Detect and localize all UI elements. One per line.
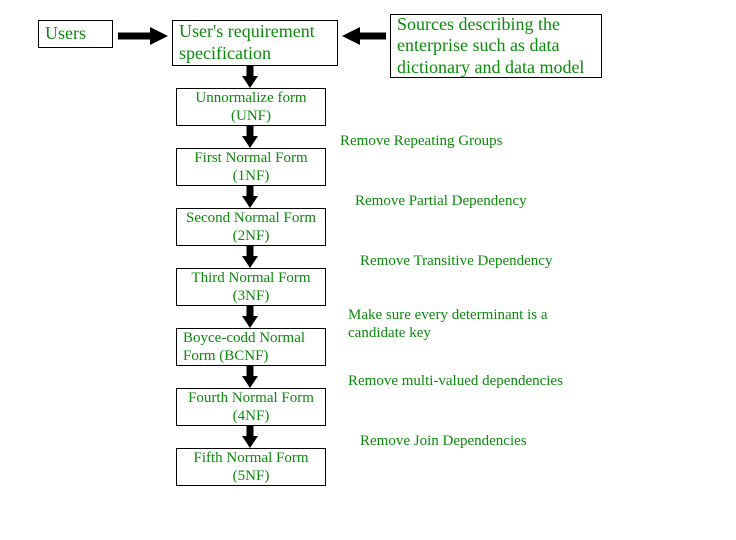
label-r1: Remove Repeating Groups — [340, 132, 502, 150]
box-users: Users — [38, 20, 113, 48]
arrow-6 — [238, 306, 262, 328]
arrow-8 — [238, 426, 262, 448]
box-unf: Unnormalize form (UNF) — [176, 88, 326, 126]
box-bcnf: Boyce-codd Normal Form (BCNF) — [176, 328, 326, 366]
label-r6: Remove Join Dependencies — [360, 432, 527, 450]
arrow-4 — [238, 186, 262, 208]
box-nf4: Fourth Normal Form (4NF) — [176, 388, 326, 426]
arrow-0 — [118, 26, 168, 46]
label-r2: Remove Partial Dependency — [355, 192, 527, 210]
arrow-1 — [342, 26, 386, 46]
box-req: User's requirement specification — [172, 20, 338, 66]
arrow-5 — [238, 246, 262, 268]
box-nf3: Third Normal Form (3NF) — [176, 268, 326, 306]
label-r4: Make sure every determinant is a candida… — [348, 306, 578, 342]
box-sources: Sources describing the enterprise such a… — [390, 14, 602, 78]
label-r3: Remove Transitive Dependency — [360, 252, 552, 270]
arrow-7 — [238, 366, 262, 388]
box-nf1: First Normal Form (1NF) — [176, 148, 326, 186]
arrow-2 — [238, 66, 262, 88]
arrow-3 — [238, 126, 262, 148]
box-nf5: Fifth Normal Form (5NF) — [176, 448, 326, 486]
box-nf2: Second Normal Form (2NF) — [176, 208, 326, 246]
label-r5: Remove multi-valued dependencies — [348, 372, 563, 390]
